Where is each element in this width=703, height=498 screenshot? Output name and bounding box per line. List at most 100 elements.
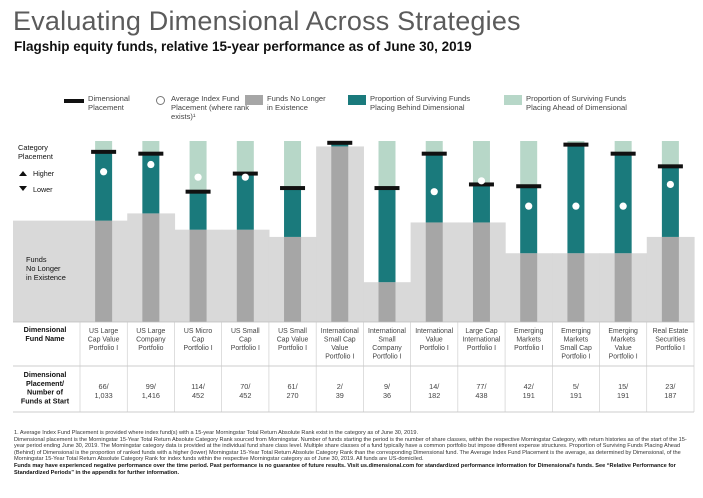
- fund-name-header: Fund Name: [25, 334, 64, 343]
- footnote-line-2: Dimensional placement is the Morningstar…: [14, 436, 687, 463]
- legend-label: Funds No Longer in Existence: [267, 94, 326, 112]
- fund-name-label: International: [368, 328, 406, 335]
- fund-name-label: Value: [426, 337, 443, 344]
- funds-no-longer-label: No Longer: [26, 264, 61, 273]
- page-subtitle: Flagship equity funds, relative 15-year …: [14, 39, 472, 54]
- placement-value: 191: [570, 391, 582, 400]
- placement-value: 42/: [524, 382, 535, 391]
- bar-behind: [567, 144, 585, 254]
- bar-behind: [284, 188, 302, 237]
- placement-header: Dimensional: [24, 370, 67, 379]
- lower-label: Lower: [33, 185, 53, 194]
- average-index-marker: [194, 173, 202, 181]
- average-index-marker: [430, 188, 438, 196]
- page-title: Evaluating Dimensional Across Strategies: [13, 6, 521, 36]
- placement-value: 452: [192, 391, 204, 400]
- fund-name-label: Small Cap: [560, 345, 592, 352]
- fund-name-label: Markets: [516, 337, 541, 344]
- dimensional-placement-mark: [280, 186, 306, 191]
- bar-behind: [95, 151, 113, 221]
- behind-swatch: [348, 95, 366, 105]
- fund-name-label: Portfolio I: [278, 345, 307, 352]
- bar-ahead: [189, 141, 207, 192]
- fund-name-label: Value: [331, 345, 348, 352]
- average-index-marker: [619, 202, 627, 210]
- ahead-swatch: [504, 95, 522, 105]
- average-index-marker: [525, 202, 533, 210]
- no-longer-area-left: [13, 220, 80, 322]
- fund-name-label: Portfolio I: [89, 345, 118, 352]
- placement-value: 99/: [146, 382, 157, 391]
- fund-name-header: Dimensional: [24, 325, 67, 334]
- fund-name-label: Small: [378, 337, 396, 344]
- fund-name-label: US Micro: [184, 328, 212, 335]
- fund-name-label: Cap Value: [277, 337, 309, 344]
- bar-behind: [142, 153, 160, 214]
- fund-name-label: Value: [615, 345, 632, 352]
- no-longer-swatch: [245, 95, 263, 105]
- placement-value: 23/: [665, 382, 676, 391]
- dimensional-placement-mark: [421, 151, 447, 156]
- bar-no-longer: [331, 146, 349, 322]
- fund-name-label: US Large: [136, 328, 165, 335]
- placement-value: 438: [475, 391, 487, 400]
- fund-name-label: US Small: [278, 328, 307, 335]
- bar-ahead: [284, 141, 302, 189]
- bar-no-longer: [236, 229, 254, 322]
- placement-value: 2/: [337, 382, 344, 391]
- placement-value: 66/: [99, 382, 110, 391]
- fund-name-label: Portfolio I: [514, 345, 543, 352]
- placement-value: 1,033: [94, 391, 112, 400]
- placement-value: 191: [617, 391, 629, 400]
- placement-value: 15/: [618, 382, 629, 391]
- placement-value: 191: [523, 391, 535, 400]
- fund-name-label: Portfolio: [138, 345, 163, 352]
- category-placement-label: Category: [18, 143, 48, 152]
- fund-name-label: Large Cap: [465, 328, 497, 335]
- placement-value: 5/: [573, 382, 580, 391]
- bar-no-longer: [520, 253, 538, 322]
- dimensional-placement-swatch: [64, 99, 84, 103]
- footnote-line-1: 1. Average Index Fund Placement is provi…: [14, 430, 419, 436]
- bar-no-longer: [614, 253, 632, 322]
- placement-value: 61/: [287, 382, 298, 391]
- placement-value: 452: [239, 391, 251, 400]
- dimensional-placement-mark: [91, 149, 117, 154]
- dimensional-placement-mark: [185, 189, 211, 194]
- bar-behind: [378, 188, 396, 283]
- placement-value: 39: [336, 391, 344, 400]
- legend-label: Average Index Fund Placement (where rank…: [171, 94, 250, 121]
- bar-no-longer: [189, 229, 207, 322]
- bar-no-longer: [142, 213, 160, 322]
- bar-ahead: [142, 141, 160, 154]
- legend-label: Dimensional Placement: [88, 94, 130, 112]
- placement-value: 70/: [240, 382, 251, 391]
- bar-behind: [189, 191, 207, 230]
- fund-name-label: Portfolio I: [231, 345, 260, 352]
- bar-behind: [425, 153, 443, 223]
- bar-ahead: [236, 141, 254, 174]
- placement-value: 1,416: [142, 391, 160, 400]
- dimensional-placement-mark: [138, 151, 164, 156]
- fund-name-label: Emerging: [514, 328, 544, 335]
- bar-no-longer: [472, 222, 490, 322]
- fund-name-label: Portfolio I: [467, 345, 496, 352]
- fund-name-label: Portfolio I: [609, 354, 638, 361]
- higher-label: Higher: [33, 169, 55, 178]
- dimensional-placement-mark: [516, 184, 542, 189]
- bar-no-longer: [378, 282, 396, 322]
- average-index-marker: [572, 202, 580, 210]
- placement-value: 36: [383, 391, 391, 400]
- dimensional-placement-mark: [327, 140, 353, 145]
- average-index-marker: [147, 160, 155, 169]
- placement-value: 114/: [191, 382, 206, 391]
- bar-behind: [661, 166, 679, 237]
- footnote-disclaimer: Funds may have experienced negative perf…: [14, 462, 676, 476]
- dimensional-placement-mark: [657, 164, 683, 169]
- bar-no-longer: [284, 236, 302, 322]
- legend-label: Proportion of Surviving Funds Placing Be…: [370, 94, 471, 112]
- dimensional-placement-mark: [232, 171, 258, 176]
- fund-name-label: Portfolio I: [561, 354, 590, 361]
- legend-label: Proportion of Surviving Funds Placing Ah…: [526, 94, 627, 112]
